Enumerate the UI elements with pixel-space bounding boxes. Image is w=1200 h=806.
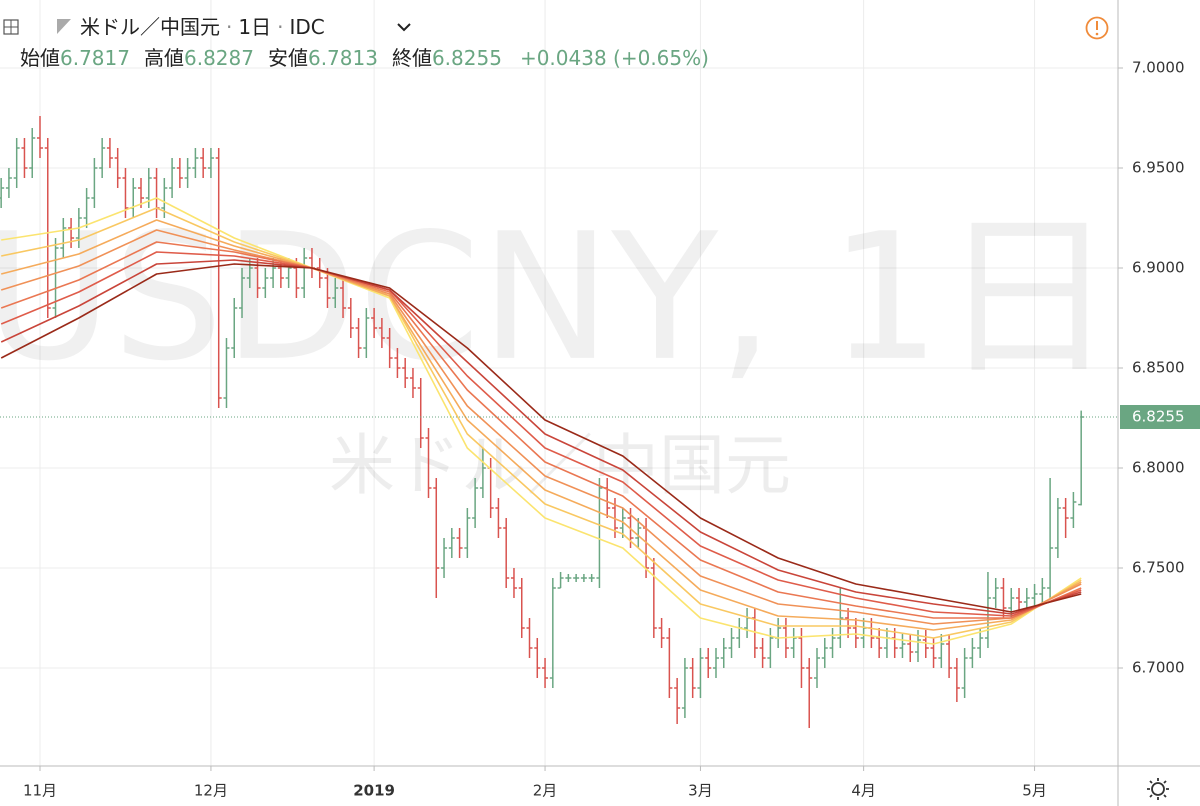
- last-price-tag: [1120, 405, 1200, 429]
- symbol: 米ドル／中国元: [80, 15, 220, 39]
- watermark-symbol: 米ドル／中国元: [329, 427, 791, 504]
- header: 米ドル／中国元 · 1日 · IDC 始値6.7817 高値6.8287 安値6.7813 終…: [3, 15, 709, 70]
- moving-average: [0, 229, 1082, 625]
- open-label: 始値: [20, 46, 60, 70]
- moving-average: [1, 207, 1082, 639]
- alert-icon-dot: [1095, 32, 1099, 36]
- source: IDC: [289, 15, 324, 39]
- y-tick-label: 6.9500: [1132, 159, 1185, 177]
- ohlc-line: 始値6.7817 高値6.8287 安値6.7813 終値6.8255 +0.0438 …: [20, 46, 709, 70]
- moving-average: [1, 219, 1082, 631]
- settings-icon[interactable]: [1147, 778, 1169, 800]
- x-tick-label: 2019: [353, 782, 395, 800]
- open-value: 6.7817: [60, 46, 130, 70]
- high-label: 高値: [144, 46, 184, 70]
- last-price-label: 6.8255: [1132, 408, 1185, 426]
- x-tick-label: 12月: [194, 782, 228, 800]
- y-tick-label: 6.8500: [1132, 359, 1185, 377]
- close-value: 6.8255: [432, 46, 502, 70]
- alert-icon[interactable]: [1085, 16, 1109, 40]
- plot: [0, 116, 1118, 728]
- y-tick-label: 6.8000: [1132, 459, 1185, 477]
- settings-icon-ring: [1151, 782, 1165, 796]
- interval: 1日: [238, 15, 271, 39]
- close-label: 終値: [392, 46, 432, 70]
- y-tick-label: 6.7500: [1132, 559, 1185, 577]
- moving-average: [0, 241, 1082, 619]
- moving-average: [0, 251, 1082, 617]
- x-tick-label: 11月: [23, 782, 57, 800]
- moving-average: [0, 263, 1082, 613]
- low-label: 安値: [268, 46, 308, 70]
- x-tick-label: 5月: [1022, 782, 1047, 800]
- separator: ·: [226, 15, 232, 39]
- dropdown-icon[interactable]: [397, 23, 411, 32]
- low-value: 6.7813: [308, 46, 378, 70]
- settings-icon-rays: [1147, 778, 1169, 800]
- y-tick-label: 6.9000: [1132, 259, 1185, 277]
- moving-average: [0, 259, 1082, 615]
- y-tick-label: 7.0000: [1132, 59, 1185, 77]
- x-tick-label: 4月: [851, 782, 876, 800]
- moving-average: [1, 197, 1082, 645]
- symbol-line: 米ドル／中国元 · 1日 · IDC: [80, 15, 325, 39]
- y-tick-label: 6.7000: [1132, 659, 1185, 677]
- change: +0.0438 (+0.65%): [520, 46, 709, 70]
- x-tick-label: 2月: [533, 782, 558, 800]
- watermark: USDCNY, 1日: [0, 197, 1116, 400]
- x-tick-label: 3月: [688, 782, 713, 800]
- flag-icon[interactable]: [57, 19, 71, 34]
- separator: ·: [277, 15, 283, 39]
- high-value: 6.8287: [184, 46, 254, 70]
